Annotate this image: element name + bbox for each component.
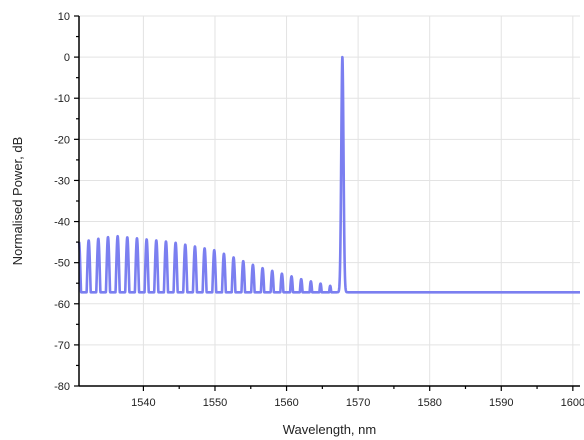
x-ticks: 1540 1550 1560 1570 1580 1590 1600 bbox=[131, 386, 584, 409]
y-tick-label: -20 bbox=[54, 134, 70, 146]
spectrum-line bbox=[77, 55, 582, 294]
y-tick-label: -50 bbox=[54, 258, 70, 270]
y-tick-label: -60 bbox=[54, 299, 70, 311]
grid-lines bbox=[79, 15, 580, 387]
x-tick-label: 1570 bbox=[346, 397, 370, 409]
x-tick-label: 1550 bbox=[203, 397, 227, 409]
x-tick-label: 1600 bbox=[561, 397, 584, 409]
y-tick-label: -30 bbox=[54, 175, 70, 187]
x-tick-label: 1580 bbox=[417, 397, 441, 409]
y-tick-label: -80 bbox=[54, 381, 70, 393]
x-tick-label: 1540 bbox=[131, 397, 155, 409]
x-axis-label: Wavelength, nm bbox=[283, 422, 376, 437]
y-tick-label: -40 bbox=[54, 217, 70, 229]
y-tick-label: -10 bbox=[54, 93, 70, 105]
y-tick-label: 0 bbox=[64, 52, 70, 64]
y-axis-label: Normalised Power, dB bbox=[10, 137, 25, 266]
y-tick-label: 10 bbox=[58, 11, 70, 23]
y-ticks: 10 0 -10 -20 -30 -40 -50 -60 -70 -80 bbox=[54, 11, 79, 393]
series-layer bbox=[77, 55, 582, 294]
axes bbox=[78, 16, 580, 387]
y-tick-label: -70 bbox=[54, 340, 70, 352]
x-tick-label: 1590 bbox=[489, 397, 513, 409]
x-tick-label: 1560 bbox=[274, 397, 298, 409]
